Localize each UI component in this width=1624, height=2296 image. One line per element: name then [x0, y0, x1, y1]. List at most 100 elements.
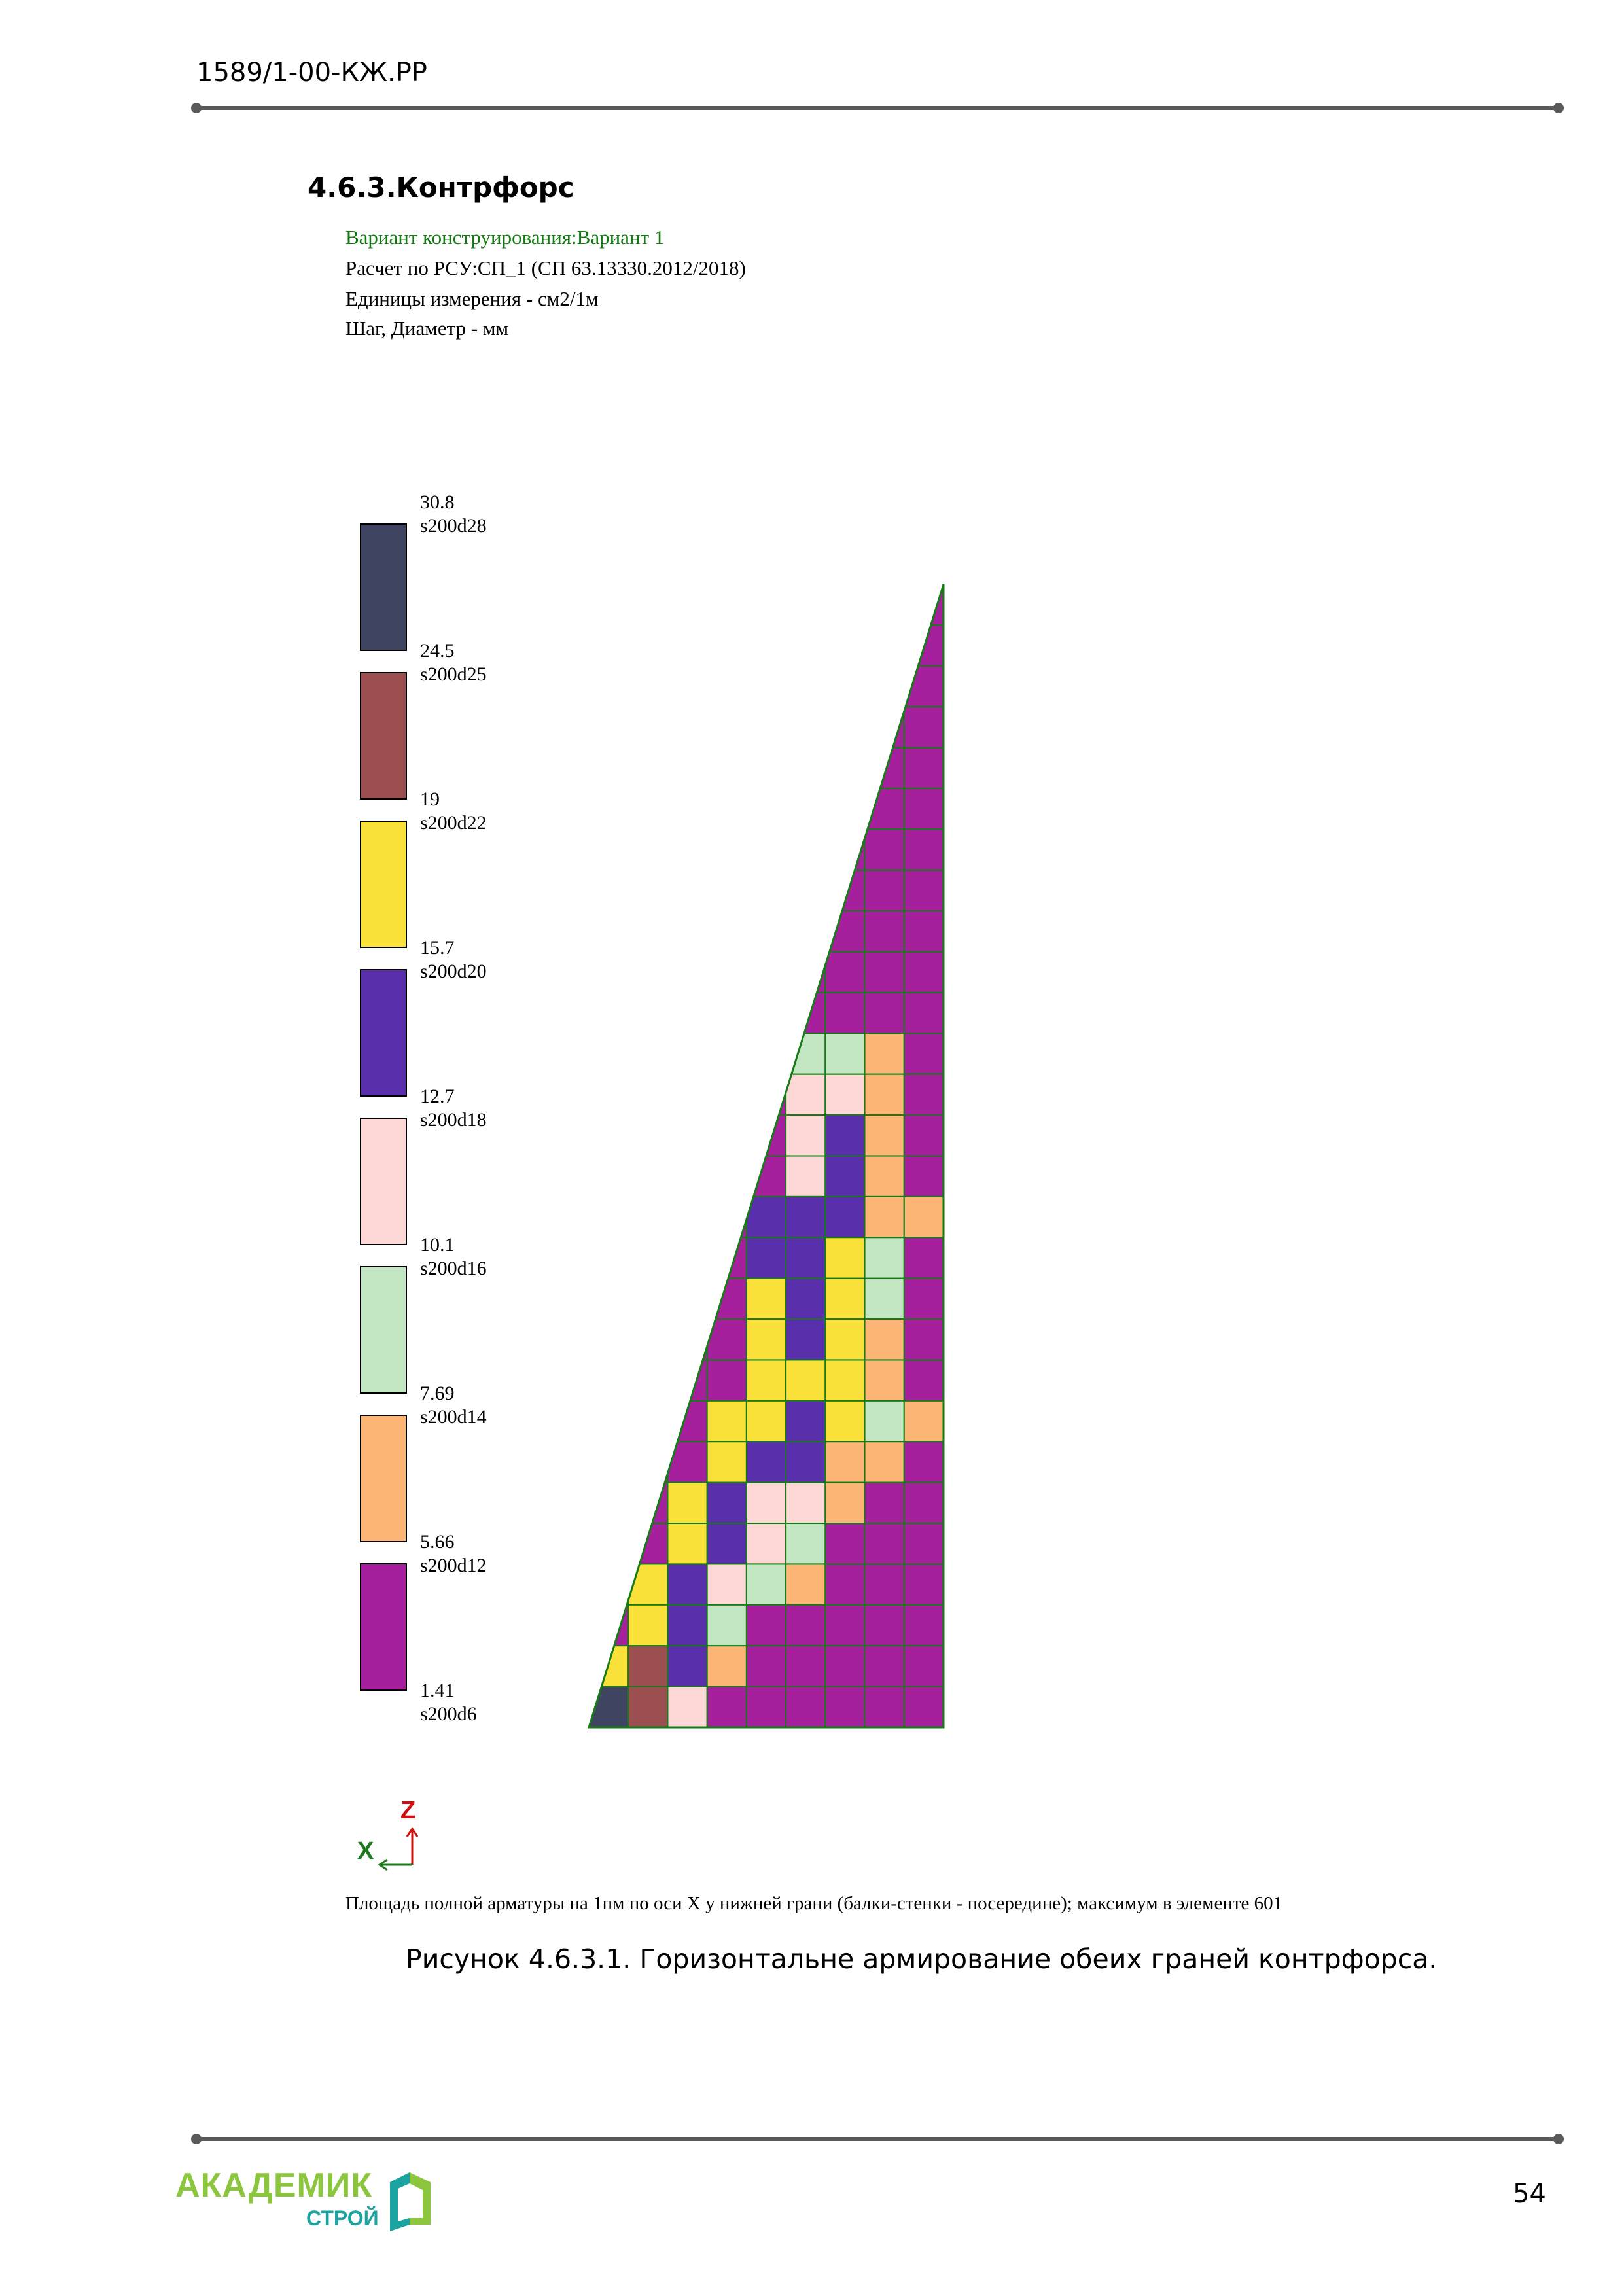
mesh-cell	[706, 1686, 747, 1727]
mesh-cell	[745, 1318, 787, 1361]
legend-label: 24.5 s200d25	[420, 639, 487, 686]
mesh-cell	[627, 1481, 669, 1525]
mesh-cell	[706, 1563, 747, 1606]
legend-value: 12.7	[420, 1086, 455, 1107]
mesh-cell	[903, 951, 944, 993]
mesh-cell	[903, 991, 944, 1034]
mesh-cell	[785, 1686, 826, 1727]
mesh-cell	[903, 1033, 944, 1075]
mesh-cell	[864, 869, 905, 912]
legend-value: 10.1	[420, 1234, 455, 1256]
mesh-cell	[864, 1155, 905, 1197]
legend-swatch	[360, 1118, 407, 1245]
mesh-cell	[627, 1645, 669, 1687]
mesh-cell	[706, 1195, 747, 1239]
plot-variant: Вариант конструирования:Вариант 1	[345, 226, 665, 249]
mesh-cell	[824, 1400, 866, 1443]
mesh-cell	[824, 1441, 866, 1483]
plot-calc-basis: Расчет по РСУ:СП_1 (СП 63.13330.2012/201…	[345, 256, 746, 279]
mesh-cell	[864, 787, 905, 830]
axis-arrows-icon	[378, 1827, 419, 1871]
legend-label: 30.8 s200d28	[420, 491, 487, 538]
mesh-cell	[627, 1441, 669, 1483]
legend-swatch	[360, 1415, 407, 1542]
logo-main-text: АКАДЕМИК	[175, 2166, 372, 2204]
mesh-cell	[785, 1563, 826, 1606]
mesh-cell	[864, 951, 905, 993]
logo-mark-icon	[390, 2172, 431, 2231]
legend-rebar: s200d18	[420, 1109, 487, 1131]
mesh-cell	[785, 1441, 826, 1483]
mesh-cell	[706, 1481, 747, 1525]
legend-label: 15.7 s200d20	[420, 936, 487, 983]
mesh-cell	[824, 1318, 866, 1361]
mesh-cell	[903, 910, 944, 953]
legend-value: 24.5	[420, 640, 455, 662]
mesh-cell	[824, 1237, 866, 1279]
mesh-cell	[864, 1604, 905, 1647]
mesh-cell	[903, 1114, 944, 1157]
mesh-cell	[706, 1645, 747, 1687]
mesh-cell	[903, 1481, 944, 1525]
legend-label: 12.7 s200d18	[420, 1085, 487, 1132]
mesh-cell	[824, 1563, 866, 1606]
mesh-cell	[864, 1645, 905, 1687]
legend-value: 7.69	[420, 1383, 455, 1404]
mesh-cell	[824, 828, 866, 871]
mesh-cell	[745, 1441, 787, 1483]
mesh-cell	[824, 1481, 866, 1525]
mesh-cell	[864, 1359, 905, 1402]
mesh-cell	[785, 1155, 826, 1197]
mesh-cell	[785, 1195, 826, 1239]
legend-value: 15.7	[420, 937, 455, 959]
mesh-cell	[589, 1563, 629, 1606]
mesh-cell	[864, 1400, 905, 1443]
mesh-cell	[706, 1441, 747, 1483]
mesh-cell	[824, 1073, 866, 1116]
mesh-cell	[745, 1686, 787, 1727]
mesh-cell	[864, 1073, 905, 1116]
mesh-cell	[785, 1073, 826, 1116]
mesh-cell	[903, 1645, 944, 1687]
legend-value: 30.8	[420, 491, 455, 513]
mesh-cell	[667, 1604, 708, 1647]
mesh-cell	[667, 1318, 708, 1361]
mesh-cell	[864, 910, 905, 953]
axis-x-label: X	[357, 1837, 374, 1865]
mesh-cell	[824, 1359, 866, 1402]
company-logo: АКАДЕМИК СТРОЙ	[175, 2159, 437, 2238]
legend-value: 5.66	[420, 1531, 455, 1553]
mesh-cell	[745, 1155, 787, 1197]
plot-step: Шаг, Диаметр - мм	[345, 317, 509, 340]
legend-swatch	[360, 523, 407, 651]
mesh-cell	[903, 1523, 944, 1565]
mesh-cell	[745, 1523, 787, 1565]
mesh-cell	[824, 1645, 866, 1687]
mesh-cell	[785, 1400, 826, 1443]
mesh-cell	[864, 828, 905, 871]
mesh-cell	[903, 1277, 944, 1320]
mesh-cell	[903, 706, 944, 749]
header-rule	[191, 103, 1564, 113]
mesh-cell	[706, 1237, 747, 1279]
mesh-cell	[864, 1563, 905, 1606]
section-title: 4.6.3.Контрфорс	[308, 171, 574, 203]
mesh-cell	[824, 1686, 866, 1727]
mesh-cell	[903, 747, 944, 789]
mesh-cell	[864, 1277, 905, 1320]
mesh-cell	[745, 1114, 787, 1157]
plot-units: Единицы измерения - см2/1м	[345, 287, 599, 310]
mesh-cell	[903, 1400, 944, 1443]
document-code: 1589/1-00-КЖ.РР	[196, 58, 427, 88]
axis-z-label: Z	[400, 1797, 416, 1824]
mesh-cell	[824, 1604, 866, 1647]
mesh-cell	[745, 1400, 787, 1443]
mesh-cell	[627, 1604, 669, 1647]
mesh-cell	[824, 951, 866, 993]
mesh-cell	[824, 1277, 866, 1320]
mesh-cell	[864, 1441, 905, 1483]
mesh-cell	[667, 1645, 708, 1687]
legend-swatch	[360, 1266, 407, 1394]
mesh-cell	[785, 1277, 826, 1320]
